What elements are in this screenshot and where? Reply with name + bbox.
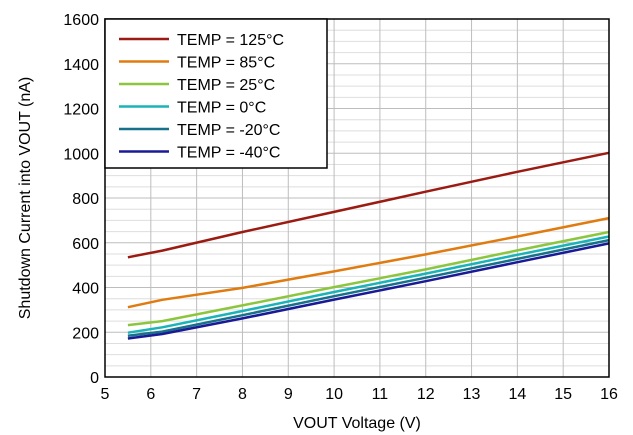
x-tick-label: 15 [554,386,572,403]
y-tick-label: 800 [72,191,99,208]
x-tick-label: 14 [508,386,526,403]
legend: TEMP = 125°C TEMP = 85°C TEMP = 25°C TEMP =… [104,18,328,169]
series-line [127,242,610,340]
y-tick-label: 1200 [63,102,99,119]
y-tick-label: 0 [90,370,99,387]
legend-label: TEMP = -20°C [177,122,280,139]
series-line [127,151,610,259]
series-line [127,235,610,334]
y-tick-label: 400 [72,281,99,298]
y-tick-label: 1400 [63,57,99,74]
y-axis-title: Shutdown Current into VOUT (nA) [17,77,34,319]
plot-frame [104,18,610,378]
legend-label: TEMP = 85°C [177,55,275,72]
y-tick-label: 1000 [63,146,99,163]
tick-labels: 5 6 7 8 9 10 11 12 13 14 15 16 0 200 400 600 800 1000 1200… [63,12,618,403]
x-tick-label: 6 [146,386,155,403]
y-tick-label: 1600 [63,12,99,29]
series-line [127,238,610,338]
series-line [127,230,610,327]
x-tick-label: 13 [463,386,481,403]
x-tick-label: 5 [101,386,110,403]
legend-label: TEMP = -40°C [177,145,280,162]
x-tick-label: 9 [284,386,293,403]
x-tick-label: 10 [325,386,343,403]
y-tick-label: 200 [72,325,99,342]
x-tick-label: 8 [238,386,247,403]
legend-label: TEMP = 125°C [177,32,284,49]
x-axis-title: VOUT Voltage (V) [293,415,421,432]
legend-box [104,18,328,169]
legend-label: TEMP = 25°C [177,77,275,94]
series-line [127,216,610,309]
series-lines [127,151,610,340]
y-tick-label: 600 [72,236,99,253]
x-tick-label: 11 [372,386,389,403]
x-tick-label: 12 [417,386,435,403]
legend-label: TEMP = 0°C [177,100,266,117]
x-tick-label: 16 [600,386,618,403]
x-tick-label: 7 [192,386,201,403]
